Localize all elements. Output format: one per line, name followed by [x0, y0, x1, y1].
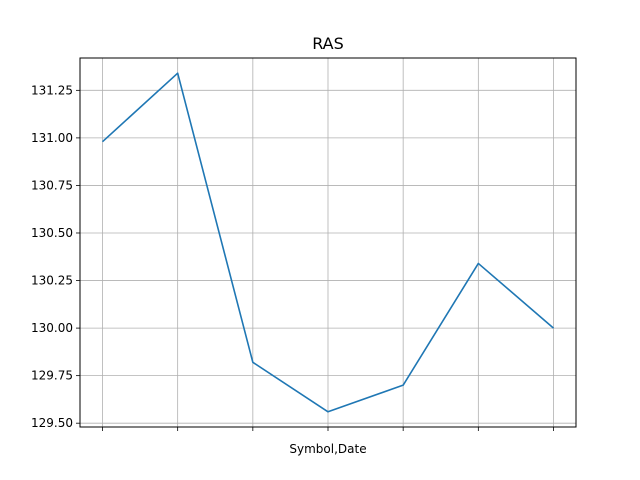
y-tick-label: 129.75 — [31, 369, 73, 383]
y-tick-label: 131.25 — [31, 83, 73, 97]
y-tick-label: 130.00 — [31, 321, 73, 335]
x-axis-label: Symbol,Date — [289, 442, 366, 456]
series-layer — [101, 72, 555, 413]
y-tick-label: 130.25 — [31, 274, 73, 288]
y-tick-label: 130.50 — [31, 226, 73, 240]
y-tick-label: 130.75 — [31, 178, 73, 192]
chart-title: RAS — [312, 34, 344, 53]
grid — [80, 58, 576, 427]
y-tick-label: 131.00 — [31, 131, 73, 145]
ticks: 129.50 129.75 130.00 130.25 130.50 130.75 131.… — [31, 83, 554, 431]
y-tick-label: 129.50 — [31, 416, 73, 430]
